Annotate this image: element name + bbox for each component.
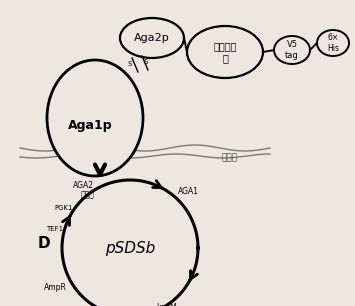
Text: 6×
His: 6× His [327,33,339,53]
Text: kanM: kanM [157,303,177,306]
Text: Aga1p: Aga1p [68,120,112,132]
Text: pSDSb: pSDSb [105,241,155,256]
Ellipse shape [120,18,184,58]
Text: AGA1: AGA1 [178,187,198,196]
Text: Aga2p: Aga2p [134,33,170,43]
Text: 异源蛋白
质: 异源蛋白 质 [213,41,237,63]
Text: S: S [143,59,147,65]
Ellipse shape [47,60,143,176]
Text: D: D [37,236,50,251]
Text: 表达框: 表达框 [80,190,94,199]
Text: AmpR: AmpR [44,283,67,292]
Text: TEF1: TEF1 [46,226,63,232]
Text: AGA2: AGA2 [73,181,94,190]
Text: V5
tag: V5 tag [285,40,299,60]
Ellipse shape [274,36,310,64]
Text: PGK1: PGK1 [55,205,73,211]
Ellipse shape [187,26,263,78]
Ellipse shape [317,30,349,56]
Text: S: S [128,61,132,67]
Text: 细胞壁: 细胞壁 [222,154,238,162]
